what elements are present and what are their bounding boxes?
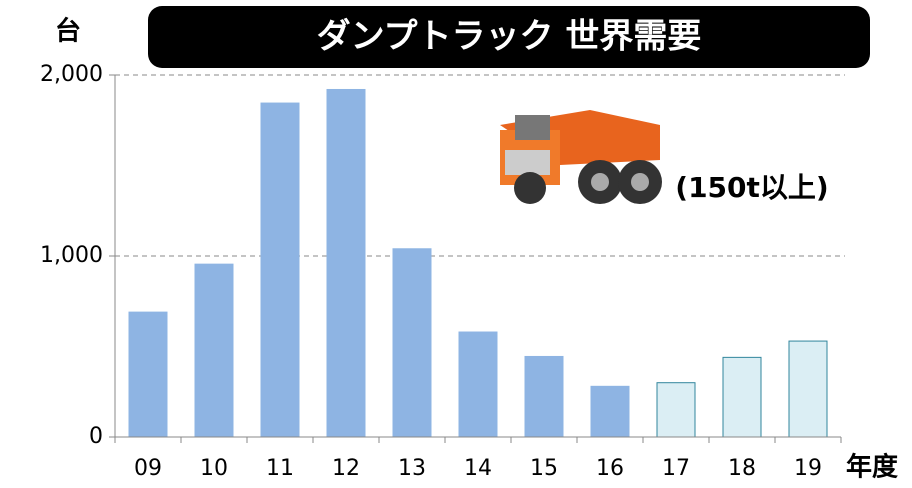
bar (326, 88, 366, 438)
x-tick-label: 12 (332, 456, 360, 481)
chart-title: ダンプトラック 世界需要 (317, 17, 702, 57)
x-tick-label: 15 (530, 456, 558, 481)
bar (458, 331, 498, 438)
annotation: (150t以上) (675, 171, 828, 204)
x-tick-label: 11 (266, 456, 294, 481)
title-box (148, 6, 870, 68)
x-unit-label: 年度 (846, 452, 898, 483)
x-tick-label: 14 (464, 456, 492, 481)
y-tick-label: 2,000 (40, 62, 103, 87)
x-tick-label: 16 (596, 456, 624, 481)
bar (524, 355, 564, 438)
y-unit-label: 台 (55, 16, 81, 47)
y-tick-label: 0 (89, 424, 103, 449)
x-tick-label: 17 (662, 456, 690, 481)
x-tick-label: 10 (200, 456, 228, 481)
x-tick-label: 19 (794, 456, 822, 481)
bar (590, 385, 630, 438)
x-tick-label: 18 (728, 456, 756, 481)
truck-icon (500, 110, 662, 204)
bar (788, 340, 828, 438)
bar (260, 102, 300, 438)
bar (722, 356, 762, 438)
bar (128, 311, 168, 438)
y-tick-label: 1,000 (40, 243, 103, 268)
bar (392, 248, 432, 438)
x-tick-label: 13 (398, 456, 426, 481)
x-tick-label: 09 (134, 456, 162, 481)
bar (194, 263, 234, 438)
bar (656, 382, 696, 438)
